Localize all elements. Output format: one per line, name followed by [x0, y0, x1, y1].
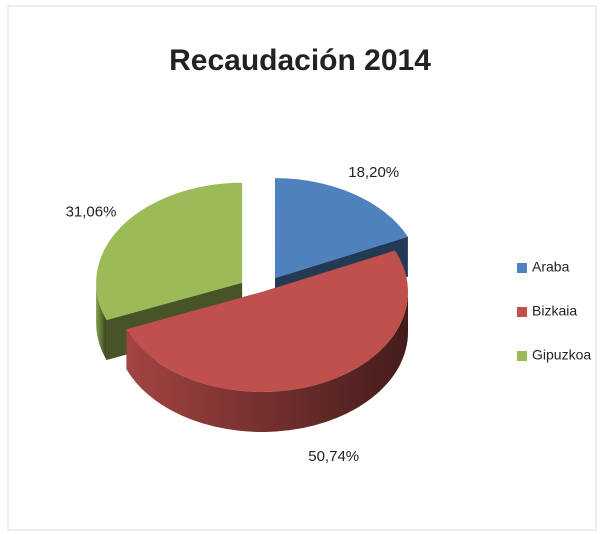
legend-swatch — [517, 351, 527, 361]
legend-label: Araba — [532, 259, 570, 275]
slice-side-shade — [126, 292, 409, 432]
legend-label: Bizkaia — [532, 303, 577, 319]
slice-top — [96, 182, 243, 320]
data-label: 50,74% — [308, 448, 359, 465]
data-label: 31,06% — [66, 204, 117, 221]
slice-side-shade — [96, 282, 107, 360]
pie-slice — [126, 250, 409, 432]
legend-label: Gipuzkoa — [532, 347, 591, 363]
chart-title: Recaudación 2014 — [169, 44, 431, 77]
slice-top — [274, 178, 408, 279]
legend-swatch — [517, 263, 527, 273]
legend-swatch — [517, 307, 527, 317]
data-label: 18,20% — [348, 164, 399, 181]
pie — [96, 178, 409, 432]
slice-top — [126, 250, 408, 392]
